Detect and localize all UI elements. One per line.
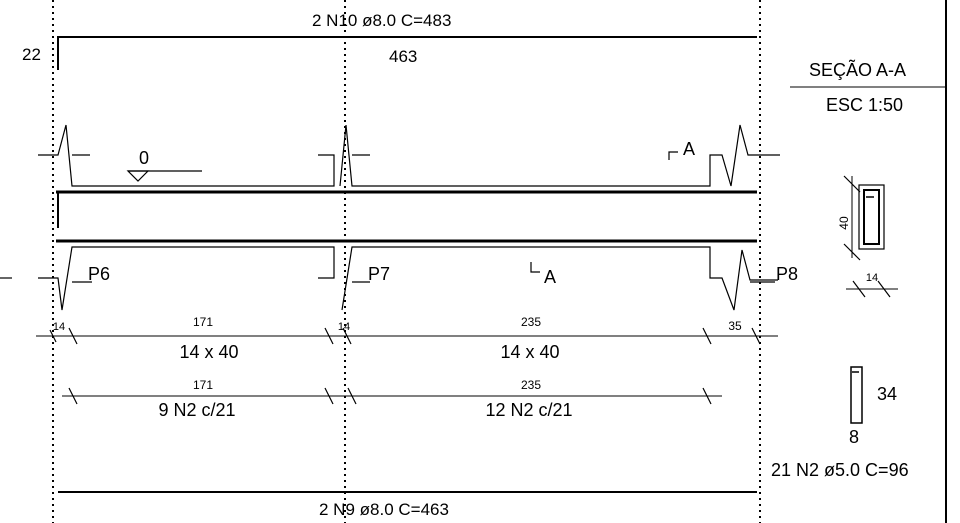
top-bar-length: 463 xyxy=(389,47,417,66)
level-value: 0 xyxy=(139,148,149,168)
axis-lines xyxy=(52,0,761,523)
pillar-label-p7: P7 xyxy=(368,264,390,284)
dim2-span-2: 235 xyxy=(521,378,541,392)
top-bar-hook-length: 22 xyxy=(22,45,41,64)
dim1-p6-width: 14 xyxy=(53,321,65,333)
dim1-span-1: 171 xyxy=(193,315,213,329)
stirrup-callout: 21 N2 ø5.0 C=96 xyxy=(771,460,909,480)
stirrup-width: 8 xyxy=(849,427,859,447)
section-scale: ESC 1:50 xyxy=(826,95,903,115)
pillar-label-p8: P8 xyxy=(776,264,798,284)
beam-elevation xyxy=(0,124,780,311)
section-stirrup xyxy=(863,189,880,245)
cut-mark-bottom-label: A xyxy=(544,267,556,287)
dimension-row-1: 14 171 14 235 35 14 x 40 14 x 40 xyxy=(36,315,778,362)
section-cut-marks: A A xyxy=(530,139,695,287)
dim1-p7-width: 14 xyxy=(338,321,350,333)
cut-mark-top xyxy=(668,151,678,160)
cut-mark-bottom xyxy=(530,262,540,273)
support-top-outline-2 xyxy=(339,124,780,187)
section-height: 40 xyxy=(837,216,851,230)
level-marker: 0 xyxy=(126,148,202,182)
bottom-bar: 2 N9 ø8.0 C=463 xyxy=(58,491,757,519)
stirrup-spacing-2: 12 N2 c/21 xyxy=(485,400,572,420)
stirrup-height: 34 xyxy=(877,384,897,404)
dim1-end-width: 35 xyxy=(728,319,742,333)
section-outline xyxy=(858,184,885,250)
dim1-span-2: 235 xyxy=(521,315,541,329)
section-width: 14 xyxy=(866,272,878,284)
stirrup-detail: 34 8 21 N2 ø5.0 C=96 xyxy=(771,366,909,480)
pillar-label-p6: P6 xyxy=(88,264,110,284)
cut-mark-top-label: A xyxy=(683,139,695,159)
stirrup-spacing-1: 9 N2 c/21 xyxy=(158,400,235,420)
section-title: SEÇÃO A-A xyxy=(809,59,906,80)
dim2-span-1: 171 xyxy=(193,378,213,392)
bottom-bar-callout: 2 N9 ø8.0 C=463 xyxy=(319,500,449,519)
section-a-a: SEÇÃO A-A ESC 1:50 40 14 xyxy=(790,59,945,298)
level-triangle xyxy=(126,170,150,182)
support-bottom-outline-2 xyxy=(341,246,778,311)
dimension-row-2: 171 235 9 N2 c/21 12 N2 c/21 xyxy=(62,378,722,420)
stirrup-shape xyxy=(850,366,863,424)
top-bar-line xyxy=(57,36,757,70)
top-bar: 2 N10 ø8.0 C=483 22 463 xyxy=(22,11,757,70)
top-bar-callout: 2 N10 ø8.0 C=483 xyxy=(312,11,451,30)
section-size-2: 14 x 40 xyxy=(500,342,559,362)
support-top-outline-1 xyxy=(38,124,335,187)
support-bottom-outline-1 xyxy=(38,246,335,311)
section-size-1: 14 x 40 xyxy=(179,342,238,362)
